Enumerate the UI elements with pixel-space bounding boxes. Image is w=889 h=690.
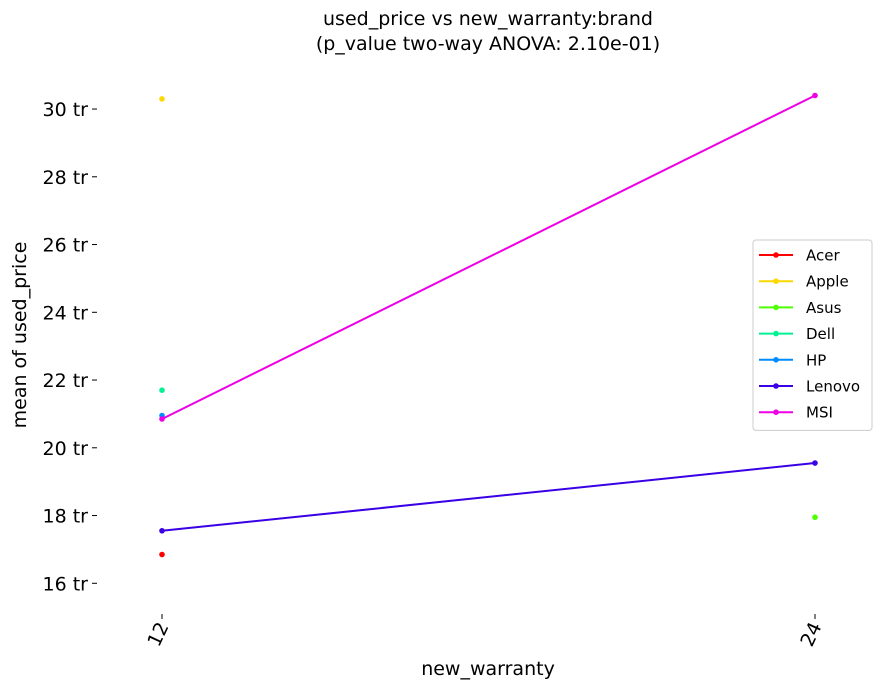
legend-item-hp: HP (759, 351, 826, 369)
series-asus (812, 514, 818, 521)
legend-swatch-marker (773, 330, 779, 337)
y-tick-label: 24 tr (43, 302, 89, 324)
y-tick-label: 18 tr (43, 506, 89, 528)
data-point-dell (159, 387, 165, 394)
plot-area (159, 92, 818, 558)
legend-label: Lenovo (806, 378, 860, 396)
data-point-asus (812, 514, 818, 521)
legend-label: Dell (806, 325, 835, 343)
x-tick-label: 12 (143, 619, 173, 650)
legend-box (752, 239, 873, 431)
y-tick-label: 26 tr (43, 235, 89, 257)
y-tick-label: 20 tr (43, 438, 89, 460)
x-axis-title: new_warranty (421, 658, 555, 680)
legend-swatch-marker (773, 278, 779, 285)
data-point-lenovo (812, 460, 818, 466)
series-apple (159, 96, 165, 102)
y-tick-label: 22 tr (43, 370, 89, 392)
series-line-msi (161, 94, 816, 420)
legend-item-msi: MSI (759, 404, 833, 422)
data-point-msi (159, 416, 165, 422)
y-tick-label: 30 tr (43, 99, 89, 121)
legend-swatch-marker (773, 409, 779, 416)
data-point-acer (159, 551, 165, 558)
data-point-apple (159, 96, 165, 102)
chart-title: used_price vs new_warranty:brand (323, 8, 653, 30)
legend-item-acer: Acer (759, 247, 840, 265)
series-dell (159, 387, 165, 394)
series-line-lenovo (161, 462, 816, 532)
data-point-lenovo (159, 527, 165, 534)
legend-label: Acer (806, 247, 840, 265)
legend-label: HP (806, 351, 826, 369)
series-lenovo (159, 460, 818, 534)
legend-swatch-marker (773, 304, 779, 311)
legend-swatch-marker (773, 252, 779, 258)
x-tick-label: 24 (796, 619, 826, 650)
legend-swatch-marker (773, 383, 779, 389)
series-acer (159, 551, 165, 558)
chart-subtitle: (p_value two-way ANOVA: 2.10e-01) (316, 33, 660, 55)
y-axis-title: mean of used_price (9, 242, 31, 429)
legend-item-apple: Apple (759, 273, 849, 291)
series-msi (159, 92, 818, 422)
legend-item-asus: Asus (759, 299, 842, 317)
data-point-msi (812, 92, 818, 99)
legend-item-lenovo: Lenovo (759, 378, 860, 396)
legend: Acer Apple Asus Dell HP Lenovo MSI (752, 239, 873, 431)
y-axis: 16 tr 18 tr 20 tr 22 tr 24 tr 26 tr 28 tr 30 tr (43, 99, 97, 595)
legend-swatch-marker (773, 357, 779, 363)
legend-item-dell: Dell (759, 325, 835, 343)
legend-label: Asus (806, 299, 842, 317)
y-tick-label: 28 tr (43, 167, 89, 189)
legend-label: MSI (806, 404, 833, 422)
legend-label: Apple (806, 273, 849, 291)
y-tick-label: 16 tr (43, 573, 89, 595)
x-axis: 12 24 (143, 614, 827, 650)
